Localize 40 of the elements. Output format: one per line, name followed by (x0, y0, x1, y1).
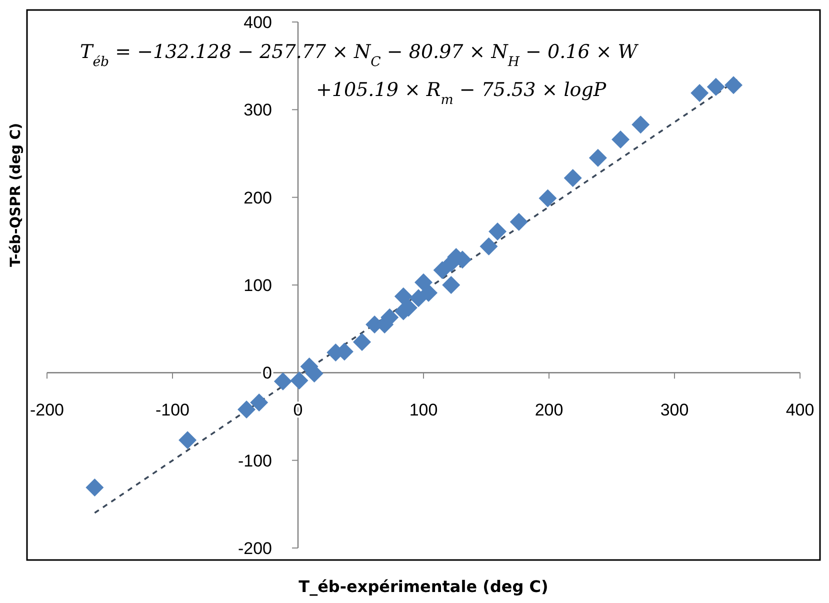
x-tick-label: -200 (30, 400, 64, 420)
point (632, 116, 650, 134)
annotation: T$_{éb}$ = −132.128 − 257.77 × N$_{C}$ − 80.97 × N$_{H}$ − 0.16 × W (80, 41, 639, 70)
y-axis-title: T-éb-QSPR (deg C) (8, 122, 24, 268)
point (588, 148, 607, 167)
y-tick-label: -100 (238, 451, 272, 470)
y-tick-label: 100 (244, 276, 272, 295)
y-tick-label: 0 (262, 364, 272, 383)
point (274, 372, 292, 390)
x-tick-label: 300 (660, 400, 689, 420)
point (238, 400, 256, 418)
point (480, 237, 498, 256)
x-tick-label: -100 (155, 400, 190, 420)
point (488, 222, 507, 241)
x-axis-title: T_éb-expérimentale (deg C) (298, 577, 548, 596)
point (690, 84, 709, 102)
x-tick-label: 400 (786, 400, 814, 420)
point (612, 130, 630, 148)
annotation: +105.19 × R$_{m}$ − 75.53 × logP (316, 79, 608, 108)
point (442, 276, 460, 294)
y-tick-label: 200 (244, 188, 272, 208)
point (394, 287, 412, 306)
x-tick-label: 200 (534, 400, 564, 420)
point (724, 76, 742, 94)
point (86, 478, 104, 497)
point (510, 212, 528, 231)
y-tick-label: 300 (244, 100, 272, 120)
point (538, 189, 557, 208)
point (353, 332, 372, 351)
point (420, 284, 438, 302)
y-tick-label: 400 (244, 13, 272, 32)
point (706, 78, 725, 96)
x-tick-label: 0 (293, 400, 303, 420)
point (178, 431, 197, 450)
point (290, 372, 308, 390)
point (564, 169, 582, 188)
point (250, 393, 268, 412)
x-tick-label: 100 (409, 400, 438, 420)
point (433, 261, 452, 280)
y-tick-label: -200 (238, 539, 272, 558)
